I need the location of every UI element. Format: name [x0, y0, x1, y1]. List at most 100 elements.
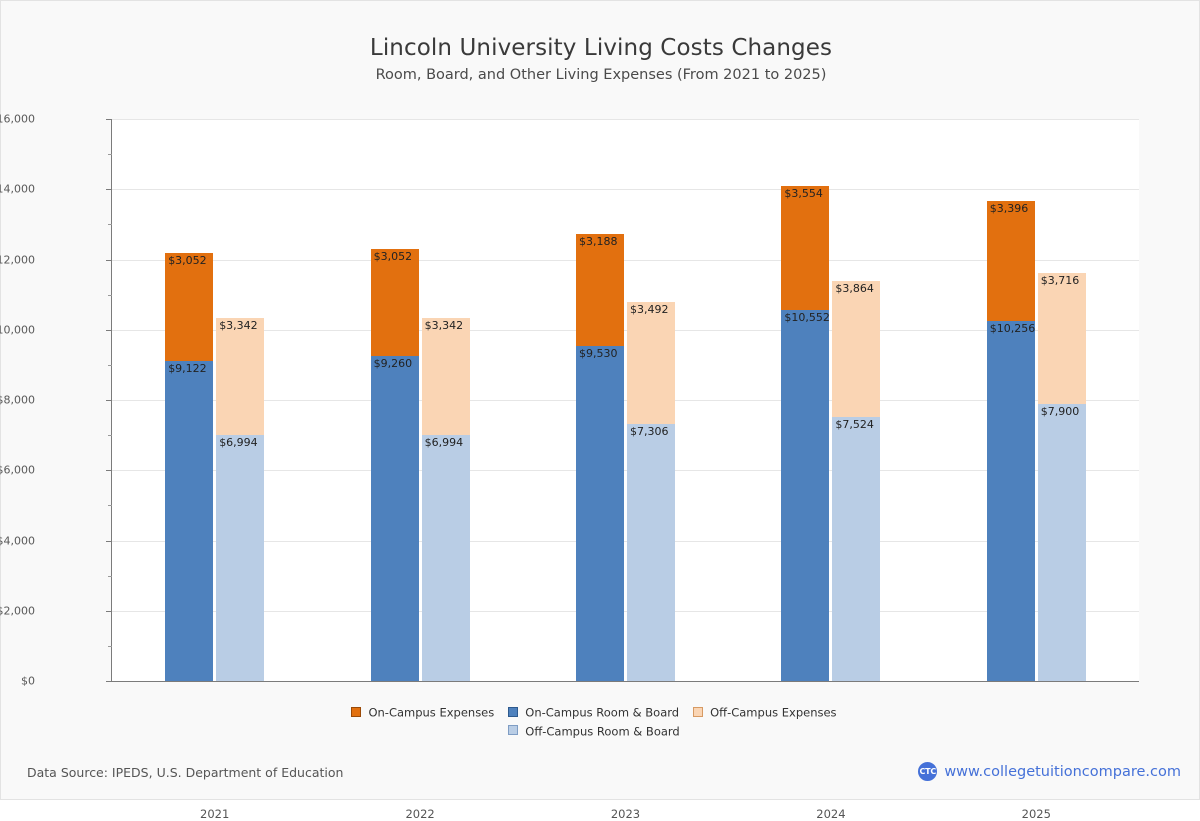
ctc-logo-icon: CTC: [918, 762, 938, 781]
bar-value-label: $3,716: [1040, 274, 1080, 287]
brand-url-text: www.collegetuitioncompare.com: [944, 763, 1181, 780]
y-axis-label: $2,000: [0, 604, 35, 618]
gridline: [112, 470, 1139, 472]
bar-off-campus-2023-lower-segment[interactable]: $7,306: [627, 424, 675, 681]
brand-link[interactable]: CTC www.collegetuitioncompare.com: [918, 762, 1181, 781]
plot-area: $0 $2,000 $4,000 $6,000 $8,000 $10,000 $12,000…: [0, 113, 1139, 821]
page-title: Lincoln University Living Costs Changes: [369, 35, 833, 61]
gridline: [112, 400, 1139, 401]
bar-value-label: $3,492: [630, 302, 669, 316]
gridline: [112, 259, 1139, 261]
legend-label: On-Campus Expenses: [368, 705, 495, 720]
bar-value-label: $7,524: [835, 417, 874, 431]
bar-off-campus-2023[interactable]: $7,306 $3,492: [627, 301, 675, 681]
bar-value-label: $3,188: [579, 235, 618, 249]
bar-off-campus-2022-lower-segment[interactable]: $6,994: [421, 435, 470, 681]
bar-off-campus-2021-lower-segment[interactable]: $6,994: [216, 435, 265, 681]
bar-value-label: $9,530: [579, 347, 618, 361]
y-axis-tick-minor: [108, 364, 112, 366]
legend-swatch-icon: [693, 706, 704, 717]
bar-on-campus-2025-upper-segment[interactable]: $3,396: [986, 201, 1035, 321]
bar-off-campus-2021-upper-segment[interactable]: $3,342: [216, 317, 265, 436]
bar-value-label: $10,256: [989, 321, 1036, 335]
bar-value-label: $10,552: [784, 311, 830, 325]
gridline: [112, 540, 1139, 542]
data-source-note: Data Source: IPEDS, U.S. Department of E…: [27, 765, 344, 780]
y-axis-tick-minor: [108, 435, 112, 437]
bar-value-label: $3,342: [424, 318, 464, 332]
bar-value-label: $9,260: [373, 356, 413, 370]
bar-on-campus-2023-upper-segment[interactable]: $3,188: [576, 234, 624, 347]
bar-off-campus-2021[interactable]: $6,994 $3,342: [216, 317, 265, 681]
y-axis-tick-major: [106, 259, 112, 261]
gridline: [112, 329, 1139, 331]
legend-item-on-campus-room-board[interactable]: On-Campus Room & Board: [508, 703, 679, 722]
bar-value-label: $3,864: [835, 282, 874, 296]
bar-value-label: $3,052: [168, 254, 207, 268]
y-axis-tick-major: [106, 329, 112, 331]
bar-off-campus-2024-lower-segment[interactable]: $7,524: [832, 416, 881, 681]
legend-item-off-campus-room-board[interactable]: Off-Campus Room & Board: [508, 722, 680, 741]
bar-on-campus-2021-lower-segment[interactable]: $9,122: [165, 360, 214, 681]
y-axis-tick-minor: [108, 154, 112, 156]
y-axis-tick-major: [106, 540, 112, 542]
bar-off-campus-2025-lower-segment[interactable]: $7,900: [1037, 403, 1086, 681]
y-axis-label: $14,000: [0, 182, 35, 196]
bar-on-campus-2024-lower-segment[interactable]: $10,552: [781, 310, 830, 681]
y-axis-tick-minor: [108, 575, 112, 577]
bar-off-campus-2023-upper-segment[interactable]: $3,492: [627, 301, 675, 425]
bar-on-campus-2022-upper-segment[interactable]: $3,052: [370, 248, 419, 356]
bar-off-campus-2025[interactable]: $7,900 $3,716: [1037, 273, 1086, 681]
gridline: [112, 189, 1139, 191]
legend-label: On-Campus Room & Board: [525, 705, 680, 720]
y-axis-tick-minor: [108, 224, 112, 226]
legend-item-off-campus-expenses[interactable]: Off-Campus Expenses: [693, 703, 837, 722]
x-axis-label: 2024: [816, 807, 846, 821]
bar-on-campus-2023[interactable]: $9,530 $3,188: [576, 234, 624, 681]
y-axis-tick-major: [106, 470, 112, 472]
legend-item-on-campus-expenses[interactable]: On-Campus Expenses: [351, 703, 494, 722]
y-axis-tick-minor: [108, 294, 112, 296]
bar-on-campus-2022-lower-segment[interactable]: $9,260: [370, 355, 419, 681]
gridline: [112, 610, 1139, 612]
bar-off-campus-2024[interactable]: $7,524 $3,864: [832, 281, 881, 681]
bar-off-campus-2025-upper-segment[interactable]: $3,716: [1037, 273, 1086, 404]
x-axis-label: 2025: [1021, 807, 1051, 821]
bar-on-campus-2024[interactable]: $10,552 $3,554: [781, 185, 830, 681]
y-axis-tick-major: [106, 189, 112, 191]
bar-value-label: $7,306: [630, 425, 669, 439]
bar-value-label: $6,994: [424, 436, 464, 450]
bar-value-label: $3,342: [219, 318, 258, 332]
bar-on-campus-2023-lower-segment[interactable]: $9,530: [576, 346, 624, 681]
y-axis-tick-minor: [108, 505, 112, 507]
x-axis-label: 2021: [200, 807, 230, 821]
bar-on-campus-2025-lower-segment[interactable]: $10,256: [986, 320, 1036, 681]
legend-label: Off-Campus Expenses: [710, 705, 837, 720]
bar-value-label: $3,052: [373, 249, 413, 263]
bar-on-campus-2025[interactable]: $10,256 $3,396: [986, 201, 1036, 681]
bar-off-campus-2022-upper-segment[interactable]: $3,342: [421, 317, 470, 436]
bar-on-campus-2024-upper-segment[interactable]: $3,554: [781, 185, 830, 311]
y-axis-label: $4,000: [0, 534, 35, 547]
chart-subtitle: Room, Board, and Other Living Expenses (…: [375, 67, 827, 83]
bar-off-campus-2024-upper-segment[interactable]: $3,864: [832, 281, 881, 417]
bar-on-campus-2021-upper-segment[interactable]: $3,052: [165, 253, 214, 361]
bar-value-label: $3,554: [784, 186, 823, 200]
legend-swatch-icon: [508, 706, 519, 717]
legend-label: Off-Campus Room & Board: [525, 724, 680, 738]
legend-row-2: Off-Campus Room & Board: [1, 722, 1200, 741]
y-axis-tick-major: [106, 400, 112, 401]
y-axis-tick-major: [106, 119, 112, 120]
bar-on-campus-2021[interactable]: $9,122 $3,052: [165, 253, 214, 681]
y-axis-label: $8,000: [0, 393, 35, 407]
x-axis-label: 2022: [405, 807, 435, 821]
bar-on-campus-2022[interactable]: $9,260 $3,052: [370, 248, 419, 681]
chart-legend: On-Campus Expenses On-Campus Room & Board…: [1, 703, 1200, 740]
y-axis-label: $6,000: [0, 463, 35, 477]
x-axis-label: 2023: [610, 807, 641, 821]
y-axis-tick-major: [106, 681, 112, 682]
y-axis-label: $12,000: [0, 253, 35, 266]
bar-off-campus-2022[interactable]: $6,994 $3,342: [421, 317, 470, 681]
bar-value-label: $6,994: [219, 436, 258, 450]
